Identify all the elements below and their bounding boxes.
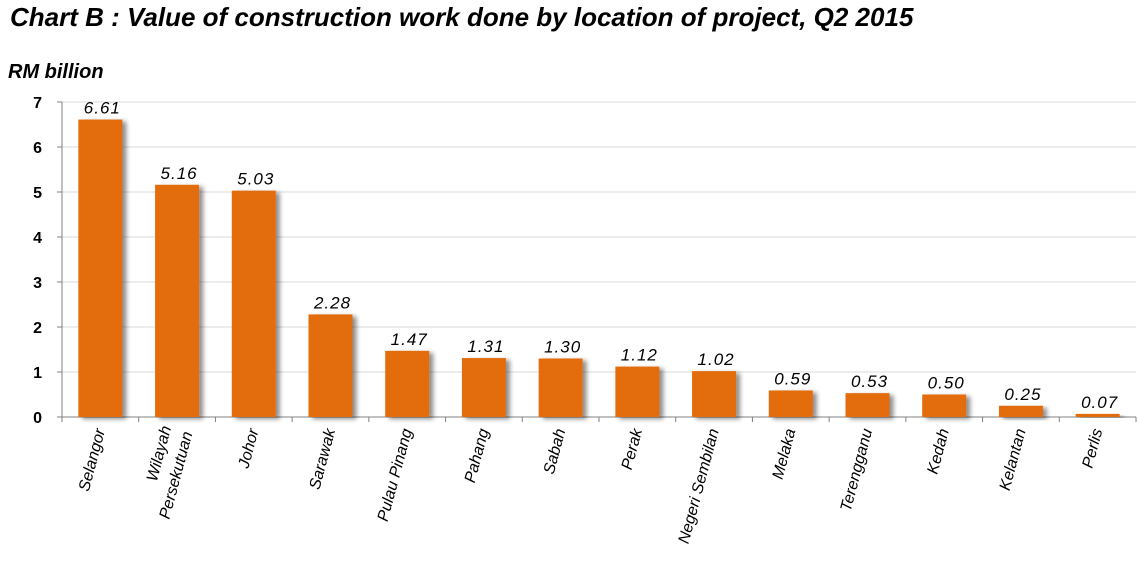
y-tick-label: 3 bbox=[33, 275, 42, 292]
data-label: 1.47 bbox=[391, 330, 428, 349]
bar bbox=[538, 358, 583, 417]
x-tick-label: Perak bbox=[619, 426, 646, 472]
y-tick-label: 2 bbox=[33, 320, 42, 337]
bar bbox=[768, 390, 813, 417]
data-label: 0.50 bbox=[928, 374, 965, 393]
bar bbox=[155, 184, 200, 417]
x-tick-label: Sabah bbox=[541, 427, 569, 476]
y-tick-label: 7 bbox=[33, 95, 42, 112]
bar bbox=[385, 350, 430, 417]
x-tick-label: Sarawak bbox=[307, 426, 340, 491]
x-tick-label: Pulau Pinang bbox=[375, 427, 416, 523]
chart-title: Chart B : Value of construction work don… bbox=[10, 2, 914, 32]
x-tick-label: Johor bbox=[235, 426, 262, 471]
y-axis-label: RM billion bbox=[8, 61, 104, 83]
bar bbox=[461, 358, 506, 417]
bar bbox=[922, 394, 967, 417]
bar bbox=[231, 190, 276, 417]
data-label: 5.16 bbox=[161, 164, 198, 183]
data-label: 0.07 bbox=[1081, 393, 1118, 412]
x-tick-label-line: Sabah bbox=[541, 427, 569, 476]
y-tick-label: 4 bbox=[33, 230, 42, 247]
x-tick-label-line: Johor bbox=[235, 426, 262, 471]
x-tick-label: Perlis bbox=[1080, 427, 1107, 470]
bar bbox=[692, 371, 737, 417]
x-tick-label-line: Melaka bbox=[770, 427, 800, 481]
data-label: 0.59 bbox=[774, 369, 811, 388]
data-label: 2.28 bbox=[313, 293, 351, 312]
bar bbox=[1075, 413, 1120, 417]
data-label: 1.12 bbox=[621, 346, 658, 365]
bar bbox=[78, 119, 123, 418]
x-tick-label-line: Perlis bbox=[1080, 427, 1107, 470]
data-label: 1.02 bbox=[698, 350, 735, 369]
y-tick-label: 5 bbox=[33, 185, 42, 202]
x-tick-label-line: Perak bbox=[619, 426, 646, 472]
bar bbox=[615, 366, 660, 417]
bar bbox=[308, 314, 353, 417]
x-tick-label: Negeri Sembilan bbox=[676, 427, 723, 546]
x-tick-label: Kedah bbox=[925, 427, 953, 476]
data-label: 6.61 bbox=[84, 99, 121, 118]
x-tick-label-line: Sarawak bbox=[307, 426, 340, 491]
y-tick-label: 0 bbox=[33, 410, 42, 427]
bar bbox=[845, 393, 890, 417]
x-tick-label-line: Kelantan bbox=[997, 427, 1030, 493]
x-tick-label-line: Selangor bbox=[76, 426, 109, 493]
data-label: 5.03 bbox=[237, 170, 274, 189]
y-tick-label: 1 bbox=[33, 365, 42, 382]
bar bbox=[998, 405, 1043, 417]
x-tick-label: Kelantan bbox=[997, 427, 1030, 493]
x-tick-label-line: Pulau Pinang bbox=[375, 427, 416, 523]
data-label: 0.53 bbox=[851, 372, 888, 391]
x-tick-label-line: Negeri Sembilan bbox=[676, 427, 723, 546]
data-label: 1.30 bbox=[544, 338, 581, 357]
x-tick-label: Pahang bbox=[462, 427, 493, 485]
x-tick-label: Melaka bbox=[770, 427, 800, 481]
data-label: 1.31 bbox=[467, 337, 504, 356]
data-label: 0.25 bbox=[1004, 385, 1041, 404]
y-tick-label: 6 bbox=[33, 140, 42, 157]
x-tick-label-line: Kedah bbox=[925, 427, 953, 476]
x-tick-label-line: Terengganu bbox=[838, 427, 876, 513]
x-tick-label: Selangor bbox=[76, 426, 109, 493]
x-tick-label-line: Pahang bbox=[462, 427, 493, 485]
x-tick-label: Terengganu bbox=[838, 427, 876, 513]
